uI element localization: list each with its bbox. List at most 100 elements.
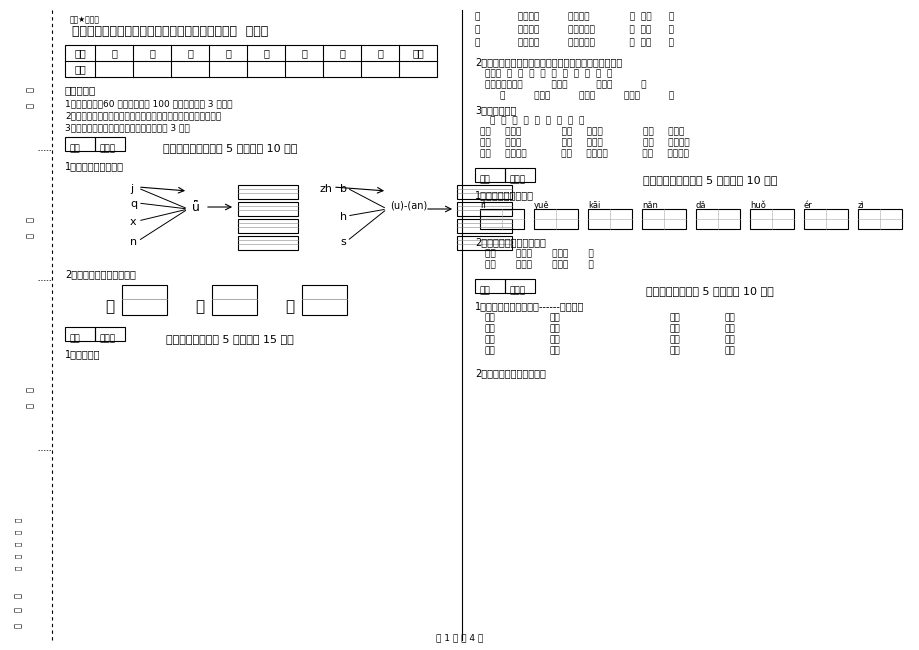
Text: ér: ér [803, 201, 811, 210]
Text: 古诗: 古诗 [550, 324, 561, 333]
Bar [211, 285, 256, 315]
Text: 第 1 页 共 4 页: 第 1 页 共 4 页 [436, 633, 483, 642]
Text: huǒ: huǒ [749, 201, 765, 210]
Bar [474, 168, 505, 182]
Bar [301, 285, 346, 315]
Text: 订: 订 [15, 542, 21, 546]
Text: n: n [130, 237, 137, 247]
Text: 评卷人: 评卷人 [100, 144, 116, 153]
Text: 四、连一连（每题 5 分，共计 10 分）: 四、连一连（每题 5 分，共计 10 分） [645, 286, 773, 296]
Text: 鱼塘: 鱼塘 [724, 313, 735, 322]
Text: 姓: 姓 [26, 218, 35, 222]
Text: （: （ [15, 518, 21, 522]
Text: 秋霜: 秋霜 [550, 346, 561, 355]
Text: zh: zh [320, 184, 333, 194]
Text: 评卷人: 评卷人 [509, 175, 526, 184]
Bar [696, 209, 739, 229]
Text: 六: 六 [301, 48, 307, 58]
Bar [533, 209, 577, 229]
Text: 一道: 一道 [669, 346, 680, 355]
Text: 三: 三 [187, 48, 193, 58]
Bar [238, 219, 298, 233]
Text: 爸: 爸 [106, 299, 115, 314]
Bar [65, 137, 95, 151]
Text: 学: 学 [26, 88, 35, 92]
Text: 学: 学 [26, 387, 35, 393]
Bar [65, 45, 437, 77]
Text: 2、比一比，再组成词语。: 2、比一比，再组成词语。 [474, 237, 545, 247]
Text: 词: 词 [285, 299, 294, 314]
Text: 得分: 得分 [74, 64, 85, 74]
Text: 2、照样子填偏旁，让它和花儿组成新字，再选字组词。: 2、照样子填偏旁，让它和花儿组成新字，再选字组词。 [474, 57, 621, 67]
Text: 满（     ）的桃子            满（     ）的西瓜            满（     ）的青菜: 满（ ）的桃子 满（ ）的西瓜 满（ ）的青菜 [480, 149, 688, 158]
Bar [749, 209, 793, 229]
Text: b: b [340, 184, 346, 194]
Bar [587, 209, 631, 229]
Text: 号: 号 [26, 103, 35, 107]
Text: 竹板: 竹板 [550, 313, 561, 322]
Text: 二: 二 [149, 48, 154, 58]
Text: j: j [130, 184, 133, 194]
Bar [238, 202, 298, 216]
Text: 得分: 得分 [480, 175, 490, 184]
Text: kāi: kāi [587, 201, 600, 210]
Text: 伙（伙伴）＿（          ）＿（          ）＿（          ）: 伙（伙伴）＿（ ）＿（ ）＿（ ） [484, 80, 646, 89]
Bar [457, 202, 512, 216]
Text: q: q [130, 199, 137, 209]
Text: （             ）的松果          自由地（              ）  一（      ）: （ ）的松果 自由地（ ） 一（ ） [474, 12, 674, 21]
Text: 妈: 妈 [195, 299, 204, 314]
Bar [122, 285, 167, 315]
Bar [641, 209, 686, 229]
Bar [480, 209, 524, 229]
Bar [95, 137, 125, 151]
Text: 一张: 一张 [669, 313, 680, 322]
Text: dǎ: dǎ [696, 201, 706, 210]
Text: 一股: 一股 [669, 335, 680, 344]
Text: 干（       ）南（       ）白（       ）: 干（ ）南（ ）白（ ） [484, 249, 593, 258]
Text: 一首: 一首 [484, 335, 495, 344]
Text: 1、我会拼，我会写。: 1、我会拼，我会写。 [65, 161, 124, 171]
Text: 一双: 一双 [484, 346, 495, 355]
Text: 不: 不 [14, 608, 22, 612]
Text: h: h [340, 212, 346, 222]
Text: 三、识字写字（每题 5 分，共计 10 分）: 三、识字写字（每题 5 分，共计 10 分） [642, 175, 777, 185]
Text: 1、看拼音，写字词。: 1、看拼音，写字词。 [474, 190, 533, 200]
Text: （          ）＿（          ）＿（          ）＿（          ）: （ ）＿（ ）＿（ ）＿（ ） [499, 91, 674, 100]
Text: 内: 内 [14, 593, 22, 597]
Bar [457, 219, 512, 233]
Text: 小溪: 小溪 [724, 324, 735, 333]
Text: zì: zì [857, 201, 864, 210]
Text: 眼泪: 眼泪 [550, 335, 561, 344]
Text: 卡片: 卡片 [724, 335, 735, 344]
Text: 2、请首先按要求在试卷的指定位置填写您的姓名、班级、学号。: 2、请首先按要求在试卷的指定位置填写您的姓名、班级、学号。 [65, 111, 221, 120]
Text: 总分: 总分 [412, 48, 424, 58]
Bar [505, 279, 535, 293]
Bar [474, 279, 505, 293]
Text: 四: 四 [225, 48, 231, 58]
Text: 校: 校 [26, 402, 35, 408]
Text: 八: 八 [377, 48, 382, 58]
Text: ǖ: ǖ [192, 201, 199, 214]
Text: 一方: 一方 [669, 324, 680, 333]
Text: 评卷人: 评卷人 [509, 286, 526, 295]
Text: s: s [340, 237, 346, 247]
Text: 吉林省实验小学一年级语文【下册】开学考试试题  附解析: 吉林省实验小学一年级语文【下册】开学考试试题 附解析 [72, 25, 267, 38]
Text: 准: 准 [14, 623, 22, 627]
Bar [803, 209, 847, 229]
Text: 间  山  座  篮  家  车  共  地  个: 间 山 座 篮 家 车 共 地 个 [490, 116, 584, 125]
Text: 考试须知：: 考试须知： [65, 85, 96, 95]
Text: 七: 七 [339, 48, 345, 58]
Text: 3、不要在试卷上乱写乱画，卷面不整洁扣 3 分。: 3、不要在试卷上乱写乱画，卷面不整洁扣 3 分。 [65, 123, 189, 132]
Bar [65, 327, 95, 341]
Text: 1、把可以搭配的词语用------连起来。: 1、把可以搭配的词语用------连起来。 [474, 301, 584, 311]
Text: 一、拼音部分（每题 5 分，共计 10 分）: 一、拼音部分（每题 5 分，共计 10 分） [163, 143, 297, 153]
Text: (u)-(an): (u)-(an) [390, 201, 426, 211]
Text: 二、填空题（每题 5 分，共计 15 分）: 二、填空题（每题 5 分，共计 15 分） [166, 334, 293, 344]
Text: rì: rì [480, 201, 485, 210]
Text: 隔（     ）青山              隔（     ）房子              隔（     ）草地: 隔（ ）青山 隔（ ）房子 隔（ ）草地 [480, 127, 684, 136]
Text: 隔（     ）村子              隔（     ）工厂              满（     ）的绿树: 隔（ ）村子 隔（ ）工厂 满（ ）的绿树 [480, 138, 689, 147]
Text: 1、我会填。: 1、我会填。 [65, 349, 100, 359]
Text: x: x [130, 217, 137, 227]
Text: ）: ） [15, 566, 21, 570]
Text: 3、选字填空。: 3、选字填空。 [474, 105, 516, 115]
